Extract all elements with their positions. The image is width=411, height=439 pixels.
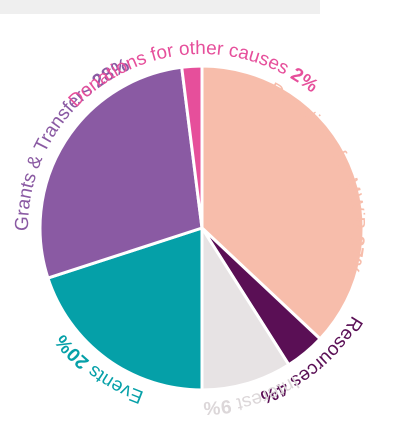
- slice-donations-for-mwib: [200, 64, 366, 341]
- slice-percent-interest: 9%: [203, 394, 239, 418]
- slice-interest: [200, 226, 291, 392]
- slice-donations-for-other-causes: [180, 64, 204, 230]
- slice-grants-transfers: [38, 65, 204, 280]
- slice-events: [46, 226, 204, 392]
- header-band: [0, 0, 320, 14]
